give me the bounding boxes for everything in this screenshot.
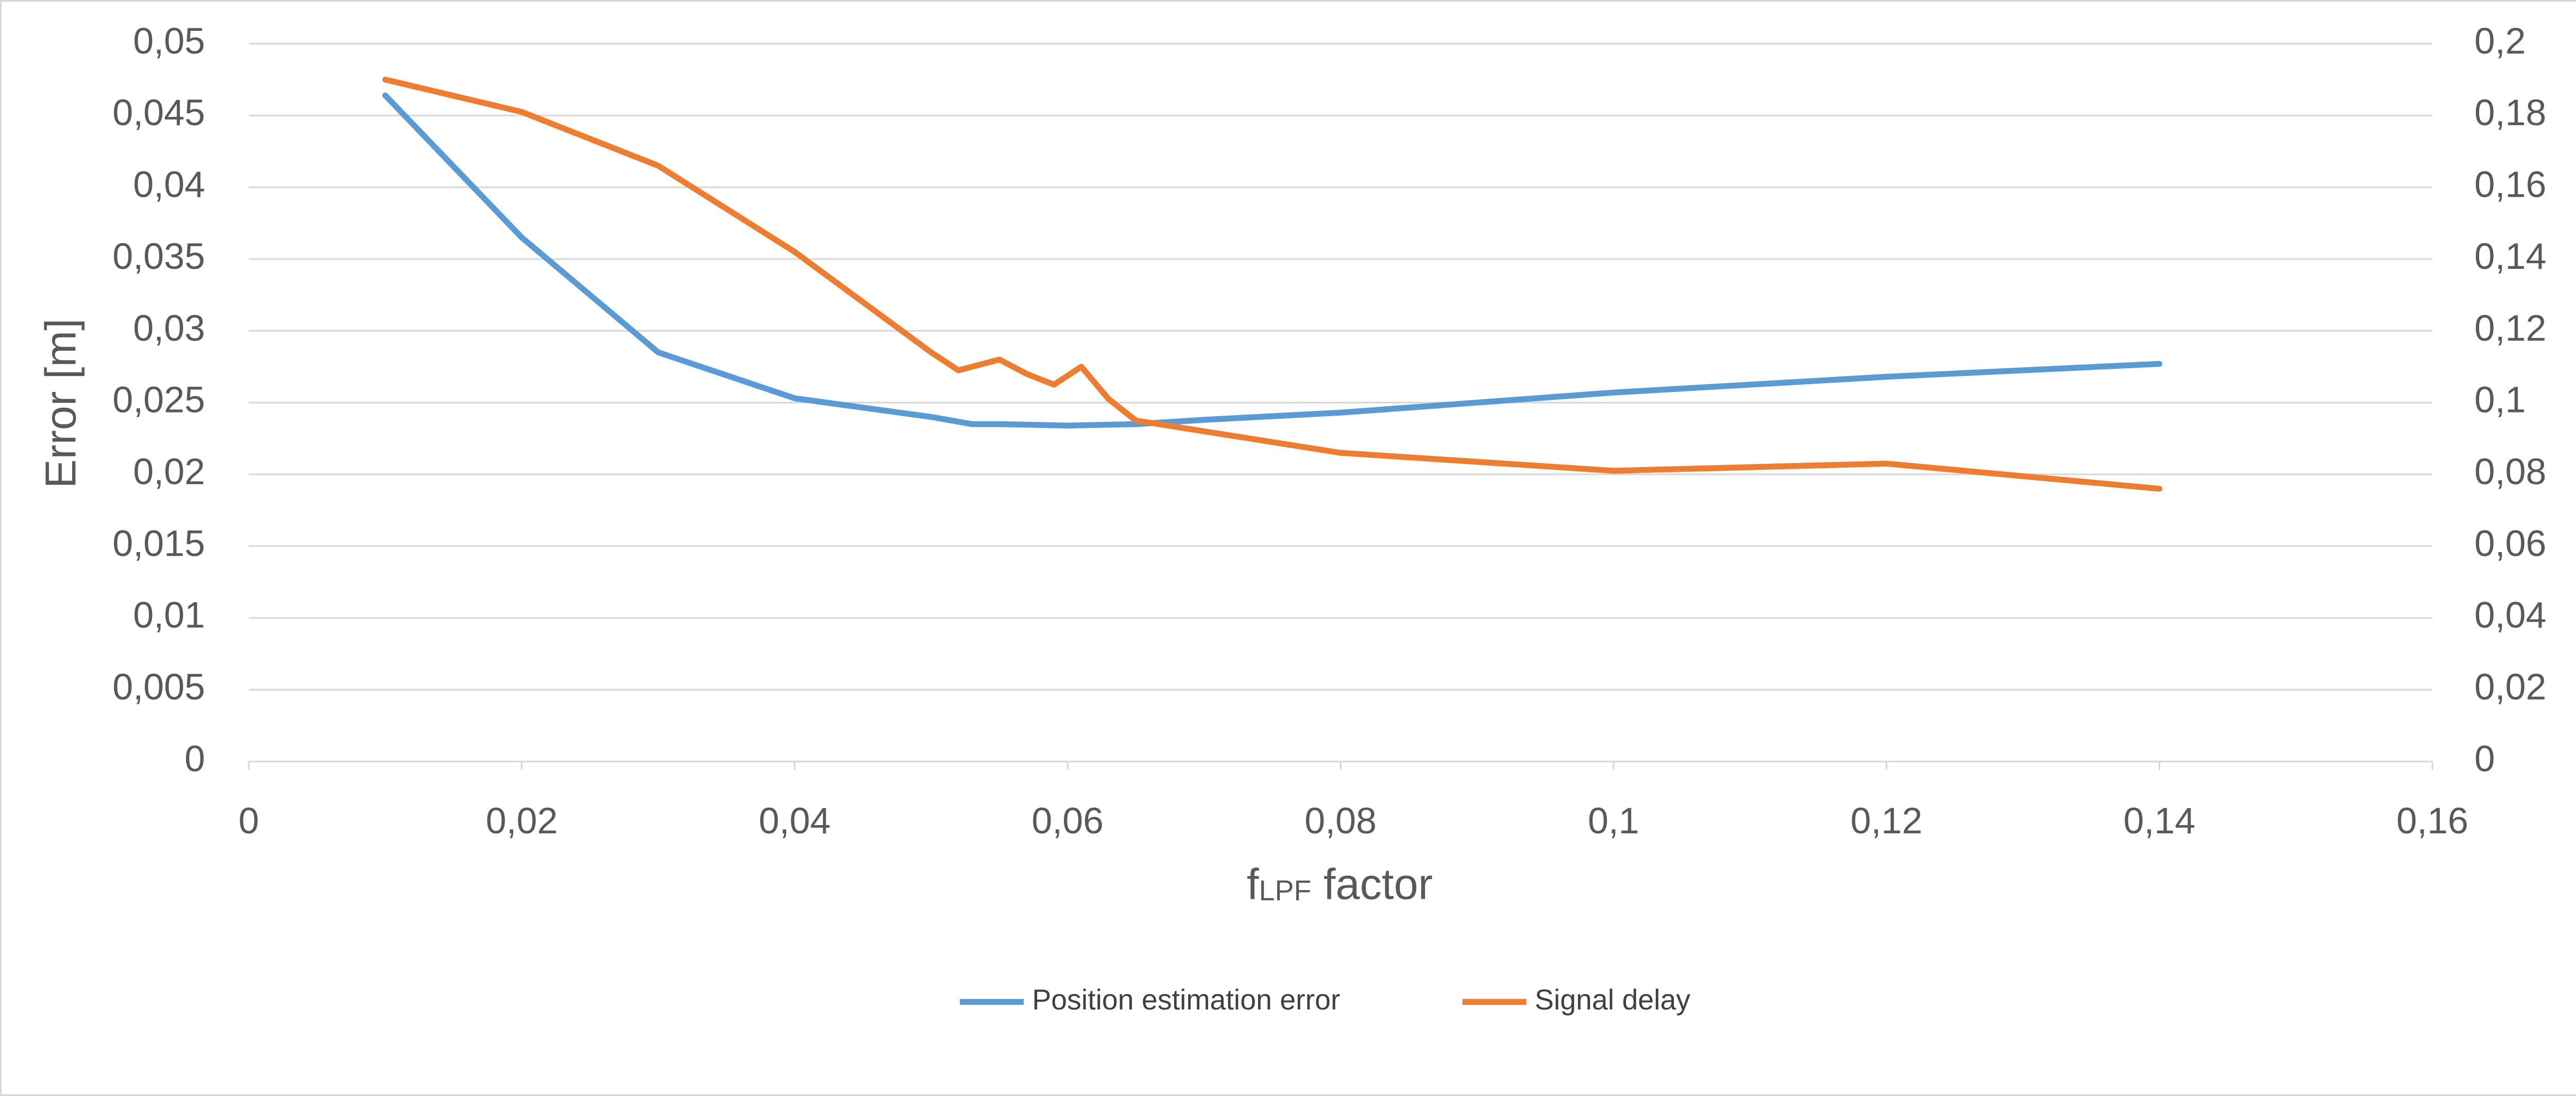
y-tick-label: 0,025 <box>112 380 205 421</box>
x-tick-label: 0,04 <box>759 800 831 842</box>
x-tick-label: 0,1 <box>1588 800 1639 842</box>
legend-label: Signal delay <box>1535 984 1690 1016</box>
y-tick-label: 0,035 <box>112 236 205 277</box>
y-tick-label: 0,03 <box>133 307 205 349</box>
y2-tick-label: 0,16 <box>2475 164 2547 206</box>
y-tick-label: 0 <box>184 738 205 779</box>
x-axis-title-base: f <box>1247 860 1259 909</box>
x-tick-label: 0,06 <box>1031 800 1104 842</box>
x-axis-title-rest: factor <box>1311 860 1433 909</box>
y2-tick-label: 0,1 <box>2475 380 2526 421</box>
y-tick-label: 0,04 <box>133 164 205 206</box>
y-tick-label: 0,05 <box>133 21 205 62</box>
x-tick-label: 0,12 <box>1851 800 1923 842</box>
y-tick-label: 0,02 <box>133 451 205 492</box>
y2-axis-title: Delay [s] <box>2572 318 2576 488</box>
y2-tick-label: 0,04 <box>2475 595 2547 636</box>
x-axis-title: fLPF factor <box>1247 860 1433 909</box>
x-tick-label: 0,08 <box>1304 800 1377 842</box>
y-tick-label: 0,01 <box>133 595 205 636</box>
y2-tick-label: 0,14 <box>2475 236 2547 277</box>
legend-label: Position estimation error <box>1032 984 1340 1016</box>
x-tick-label: 0,02 <box>486 800 558 842</box>
y-tick-label: 0,045 <box>112 92 205 133</box>
y-tick-label: 0,015 <box>112 523 205 564</box>
y2-tick-label: 0,06 <box>2475 523 2547 564</box>
y2-tick-label: 0,18 <box>2475 92 2547 133</box>
series-line <box>382 92 2163 429</box>
x-tick-label: 0,16 <box>2396 800 2468 842</box>
x-tick-label: 0 <box>239 800 259 842</box>
y-axis-title: Error [m] <box>36 318 84 488</box>
y-tick-label: 0,005 <box>112 666 205 708</box>
x-axis-title-subscript: LPF <box>1259 875 1311 906</box>
y2-tick-label: 0,2 <box>2475 21 2526 62</box>
series-line <box>382 76 2163 492</box>
y2-tick-label: 0,12 <box>2475 307 2547 349</box>
y2-tick-label: 0,02 <box>2475 666 2547 708</box>
y2-tick-label: 0,08 <box>2475 451 2547 492</box>
y2-tick-label: 0 <box>2475 738 2495 779</box>
x-tick-label: 0,14 <box>2124 800 2196 842</box>
